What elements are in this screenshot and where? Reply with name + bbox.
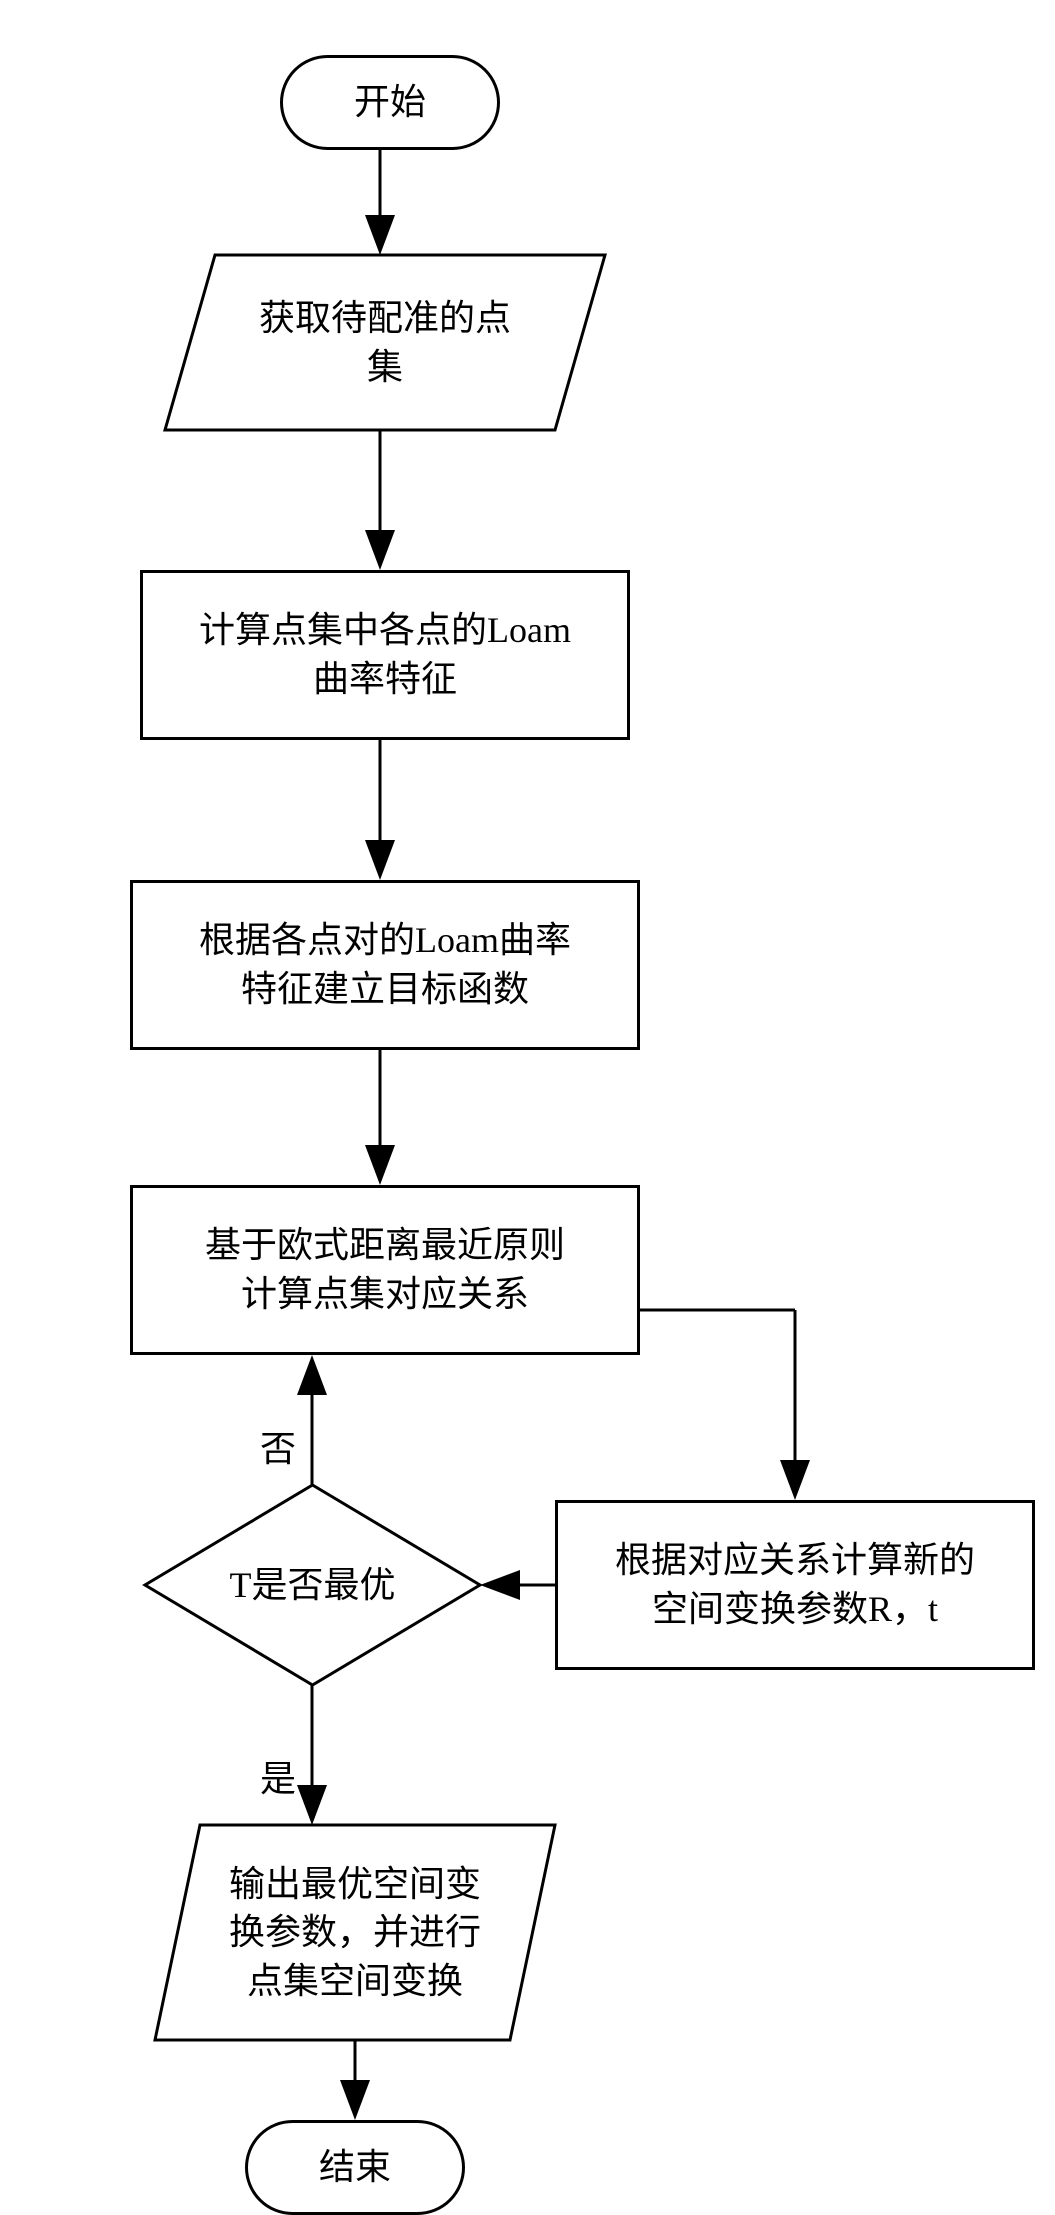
output-io: 输出最优空间变 换参数，并进行 点集空间变换 (155, 1825, 555, 2040)
step3-label: 基于欧式距离最近原则 计算点集对应关系 (205, 1221, 565, 1318)
decide-label: T是否最优 (230, 1561, 396, 1610)
step3-process: 基于欧式距离最近原则 计算点集对应关系 (130, 1185, 640, 1355)
start-terminator: 开始 (280, 55, 500, 150)
input-label: 获取待配准的点 集 (259, 294, 511, 391)
output-label: 输出最优空间变 换参数，并进行 点集空间变换 (229, 1860, 481, 2006)
end-terminator: 结束 (245, 2120, 465, 2215)
step1-label: 计算点集中各点的Loam 曲率特征 (199, 606, 571, 703)
step2-label: 根据各点对的Loam曲率 特征建立目标函数 (199, 916, 571, 1013)
start-label: 开始 (354, 78, 426, 127)
step2-process: 根据各点对的Loam曲率 特征建立目标函数 (130, 880, 640, 1050)
edge-label-decide_no: 否 (260, 1420, 296, 1472)
decide-decision: T是否最优 (145, 1485, 480, 1685)
edge-label-decide_yes: 是 (260, 1750, 296, 1802)
calcRt-label: 根据对应关系计算新的 空间变换参数R，t (615, 1536, 975, 1633)
end-label: 结束 (319, 2143, 391, 2192)
input-io: 获取待配准的点 集 (165, 255, 605, 430)
step1-process: 计算点集中各点的Loam 曲率特征 (140, 570, 630, 740)
calcRt-process: 根据对应关系计算新的 空间变换参数R，t (555, 1500, 1035, 1670)
